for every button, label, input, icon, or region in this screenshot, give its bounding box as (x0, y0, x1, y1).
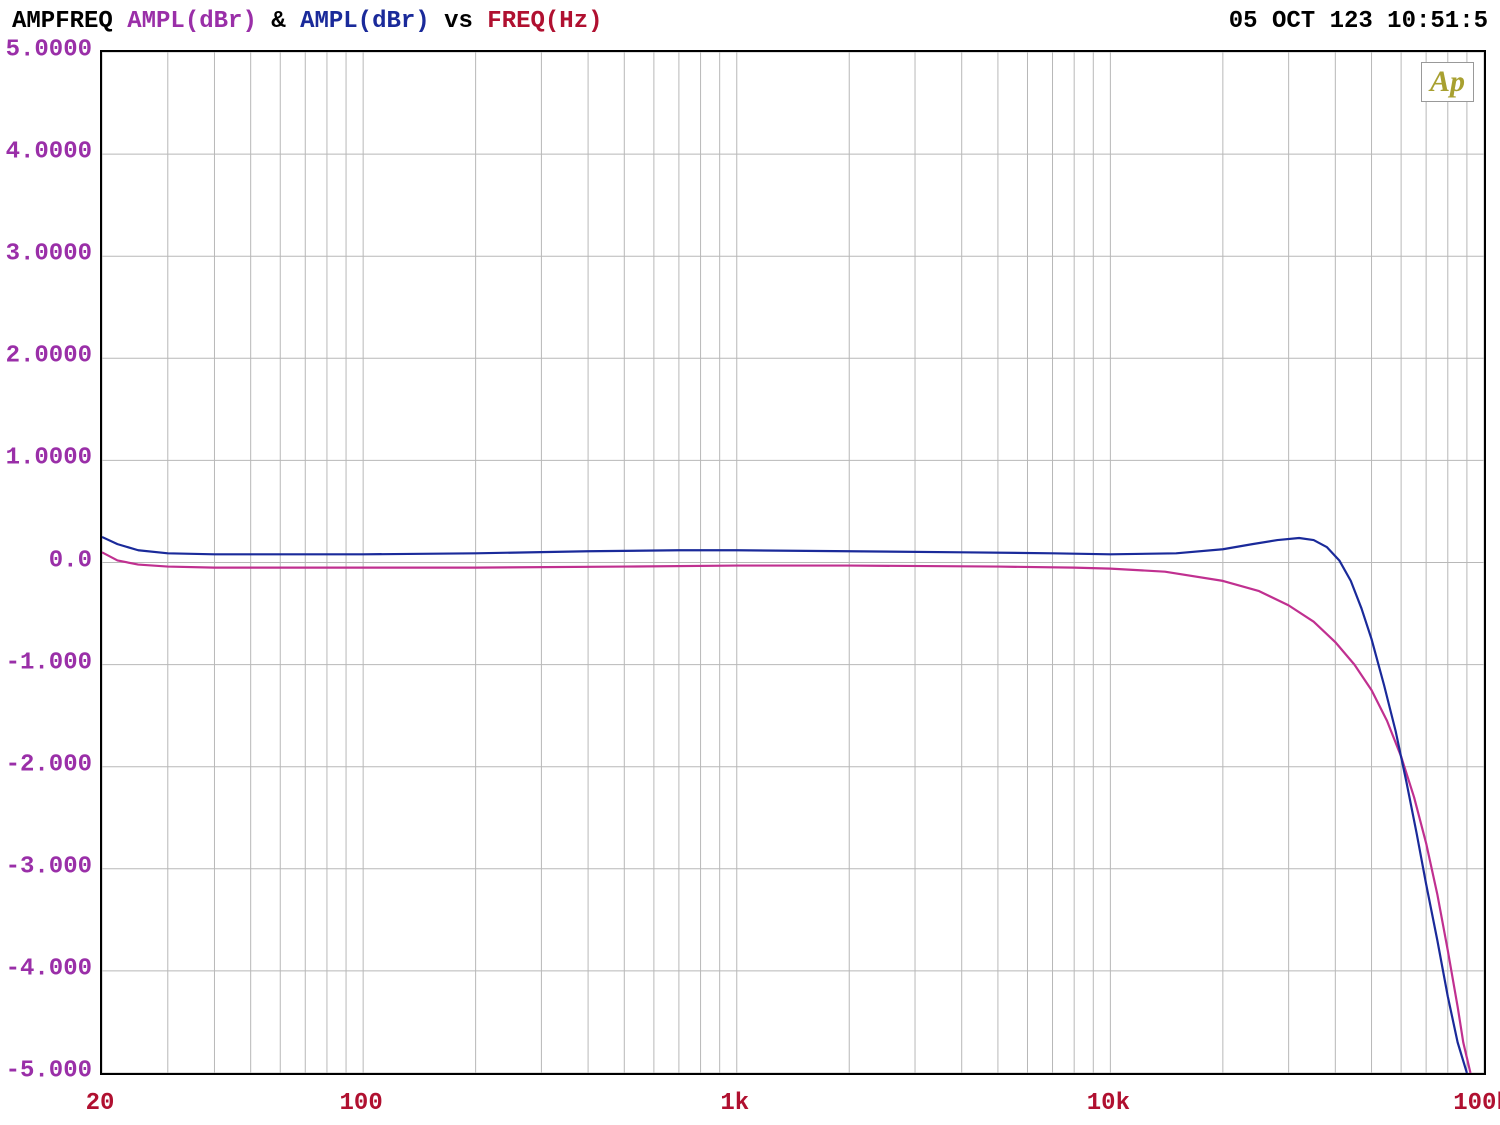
ytick-label: -5.000 (6, 1058, 92, 1085)
plot-area: Ap (100, 50, 1486, 1075)
xtick-label: 10k (1087, 1090, 1130, 1117)
title-seg-1: AMPFREQ (12, 8, 127, 35)
ytick-label: 1.0000 (6, 445, 92, 472)
ap-frequency-response-plot: AMPFREQ AMPL(dBr) & AMPL(dBr) vs FREQ(Hz… (0, 0, 1500, 1125)
ytick-label: -4.000 (6, 955, 92, 982)
ytick-label: -3.000 (6, 853, 92, 880)
ytick-label: -2.000 (6, 751, 92, 778)
ytick-label: -1.000 (6, 649, 92, 676)
ytick-label: 0.0 (49, 547, 92, 574)
timestamp: 05 OCT 123 10:51:5 (1229, 8, 1488, 35)
ytick-label: 4.0000 (6, 139, 92, 166)
title-seg-2: AMPL(dBr) (127, 8, 257, 35)
xtick-label: 20 (86, 1090, 115, 1117)
xtick-label: 100k (1453, 1090, 1500, 1117)
ytick-label: 5.0000 (6, 37, 92, 64)
series-ch-magenta (102, 552, 1470, 1073)
ytick-label: 3.0000 (6, 241, 92, 268)
title-seg-5: vs (430, 8, 488, 35)
xtick-label: 100 (340, 1090, 383, 1117)
title-seg-4: AMPL(dBr) (300, 8, 430, 35)
ytick-label: 2.0000 (6, 343, 92, 370)
series-svg (102, 52, 1484, 1073)
xtick-label: 1k (720, 1090, 749, 1117)
ap-logo: Ap (1421, 62, 1474, 102)
series-ch-blue (102, 537, 1467, 1073)
title-seg-3: & (257, 8, 300, 35)
title-seg-6: FREQ(Hz) (487, 8, 602, 35)
